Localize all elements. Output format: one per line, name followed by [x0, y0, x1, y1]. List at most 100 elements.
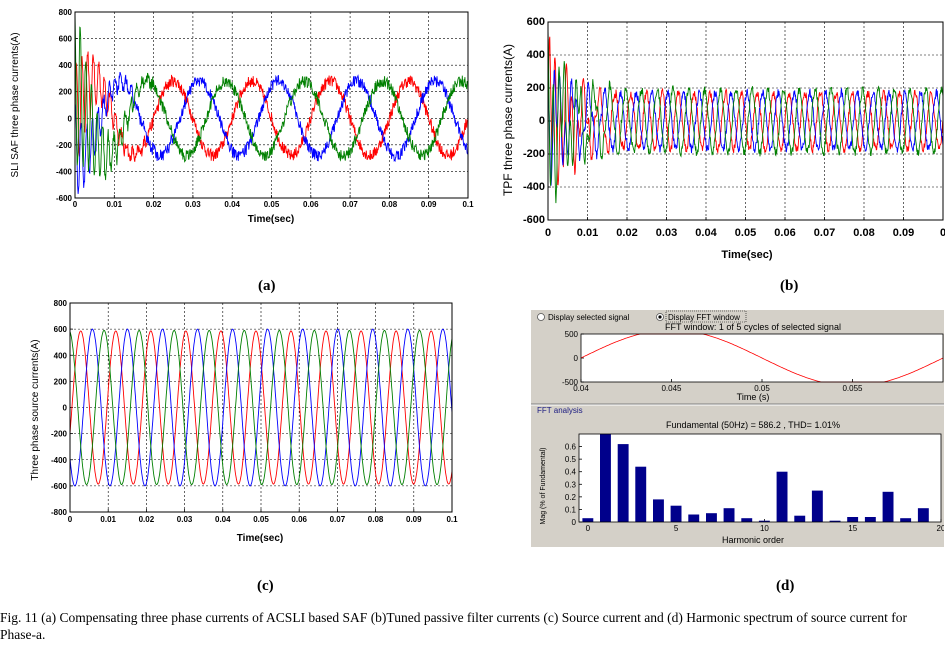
chart-a-series-green — [74, 12, 469, 181]
chart-c-xtick-label: 0.02 — [139, 515, 155, 524]
chart-d-window-xtick-label: 0.045 — [661, 384, 682, 393]
label-d: (d) — [776, 578, 795, 594]
chart-b-ytick-label: -600 — [523, 214, 545, 226]
chart-d-spectrum-xtick-label: 20 — [937, 524, 944, 533]
chart-c-ytick-label: 600 — [54, 325, 68, 334]
chart-c-series-blue — [69, 328, 453, 487]
chart-a: SLI SAF three phase currents(A) Time(sec… — [10, 8, 474, 225]
chart-a-ytick-label: 600 — [59, 35, 73, 44]
chart-c-series-red — [69, 330, 453, 485]
chart-c-xlabel: Time(sec) — [237, 533, 284, 544]
chart-d-spectrum-ytick-label: 0.3 — [565, 480, 577, 489]
chart-c-ytick-label: -200 — [51, 430, 68, 439]
chart-c: Three phase source currents(A) Time(sec)… — [30, 299, 458, 544]
chart-a-xtick-label: 0.06 — [303, 200, 319, 209]
chart-a-xtick-label: 0.03 — [185, 200, 201, 209]
chart-a-ytick-label: 200 — [59, 88, 73, 97]
chart-c-ylabel: Three phase source currents(A) — [30, 339, 41, 480]
fft-analysis-window: Display selected signal Display FFT wind… — [531, 310, 944, 547]
spectrum-bar-h5 — [670, 505, 682, 522]
label-a: (a) — [258, 278, 276, 294]
chart-d-spectrum-ytick-label: 0 — [572, 518, 577, 527]
chart-c-xtick-label: 0.01 — [100, 515, 116, 524]
spectrum-bar-h19 — [917, 508, 929, 522]
chart-b-ytick-label: -200 — [523, 148, 545, 160]
spectrum-bar-h4 — [653, 499, 664, 522]
chart-b-xtick-label: 0 — [940, 227, 945, 239]
chart-c-xtick-label: 0.06 — [291, 515, 307, 524]
chart-a-ytick-label: 400 — [59, 61, 73, 70]
chart-d-spectrum-xtick-label: 5 — [674, 524, 679, 533]
chart-c-ytick-label: -400 — [51, 456, 68, 465]
chart-b-frame — [547, 21, 944, 221]
spectrum-bar-h12 — [794, 515, 806, 522]
chart-a-xtick-label: 0.04 — [224, 200, 240, 209]
spectrum-bar-h10 — [758, 520, 770, 522]
radio-display-fft-focus — [665, 310, 747, 323]
spectrum-bar-h0 — [582, 518, 594, 522]
chart-a-xtick-label: 0.07 — [342, 200, 358, 209]
chart-b-series-green — [547, 28, 944, 204]
label-b: (b) — [780, 278, 799, 294]
chart-a-frame — [74, 11, 469, 199]
chart-c-xtick-label: 0.03 — [177, 515, 193, 524]
chart-c-xtick-label: 0.07 — [330, 515, 346, 524]
spectrum-bar-h2 — [617, 444, 629, 522]
chart-c-xtick-label: 0.08 — [368, 515, 384, 524]
fft-analysis-label: FFT analysis — [537, 406, 583, 415]
chart-d-spectrum-ytick-label: 0.4 — [565, 468, 577, 477]
chart-d-spectrum-xtick-label: 10 — [760, 524, 769, 533]
spectrum-bar-h1 — [600, 434, 611, 522]
spectrum-bar-h17 — [882, 491, 894, 522]
fft-spectrum-xlabel: Harmonic order — [722, 535, 784, 545]
chart-b-series-blue — [547, 69, 944, 186]
chart-a-xtick-label: 0.01 — [107, 200, 123, 209]
chart-c-xtick-label: 0 — [68, 515, 73, 524]
radio-display-fft-label: Display FFT window — [668, 313, 740, 322]
chart-b-ytick-label: 0 — [539, 115, 545, 127]
chart-b-xtick-label: 0.03 — [656, 227, 677, 239]
spectrum-bar-h18 — [900, 518, 912, 522]
chart-d-window-ytick-label: 500 — [565, 330, 579, 339]
chart-a-xtick-label: 0.02 — [146, 200, 162, 209]
chart-c-ytick-label: -800 — [51, 508, 68, 517]
chart-c-ytick-label: -600 — [51, 482, 68, 491]
chart-a-xtick-label: 0 — [73, 200, 78, 209]
chart-a-ytick-label: 800 — [59, 8, 73, 17]
chart-b-xlabel: Time(sec) — [721, 249, 772, 261]
chart-a-series-blue — [74, 71, 469, 194]
chart-d-window-frame — [580, 333, 944, 383]
chart-d-spectrum-frame — [578, 433, 942, 523]
fft-window-title: FFT window: 1 of 5 cycles of selected si… — [665, 322, 841, 332]
chart-d-spectrum-ytick-label: 0.5 — [565, 455, 577, 464]
chart-b-ytick-label: -400 — [523, 181, 545, 193]
chart-d-window-xtick-label: 0.04 — [573, 384, 589, 393]
spectrum-bar-h15 — [847, 517, 859, 522]
chart-b-xtick-label: 0.07 — [814, 227, 835, 239]
spectrum-bar-h11 — [776, 471, 788, 522]
chart-b-ytick-label: 400 — [527, 49, 545, 61]
chart-d-spectrum-ytick-label: 0.6 — [565, 443, 577, 452]
radio-display-signal[interactable] — [537, 313, 545, 321]
chart-d-spectrum-ytick-label: 0.1 — [565, 505, 577, 514]
spectrum-bar-h6 — [688, 514, 700, 522]
chart-b-xtick-label: 0.01 — [577, 227, 598, 239]
spectrum-bar-h14 — [829, 520, 841, 522]
chart-b-xtick-label: 0.08 — [853, 227, 874, 239]
fft-window-xlabel: Time (s) — [737, 392, 770, 402]
chart-b-xtick-label: 0.09 — [893, 227, 914, 239]
chart-b-series-red — [547, 36, 944, 186]
chart-a-ylabel: SLI SAF three phase currents(A) — [10, 32, 21, 177]
chart-c-xtick-label: 0.09 — [406, 515, 422, 524]
chart-b-xtick-label: 0.02 — [616, 227, 637, 239]
label-c: (c) — [257, 578, 274, 594]
spectrum-bar-h9 — [741, 518, 753, 522]
chart-d-window-ytick-label: 0 — [574, 354, 579, 363]
chart-b-xtick-label: 0.06 — [774, 227, 795, 239]
chart-b-ylabel: TPF three phase currents(A) — [501, 44, 515, 196]
spectrum-bar-h7 — [706, 513, 717, 522]
fft-spectrum-title: Fundamental (50Hz) = 586.2 , THD= 1.01% — [666, 420, 840, 430]
radio-display-fft-dot — [658, 315, 662, 319]
chart-b-xtick-label: 0.04 — [695, 227, 717, 239]
spectrum-bar-h8 — [723, 508, 735, 522]
